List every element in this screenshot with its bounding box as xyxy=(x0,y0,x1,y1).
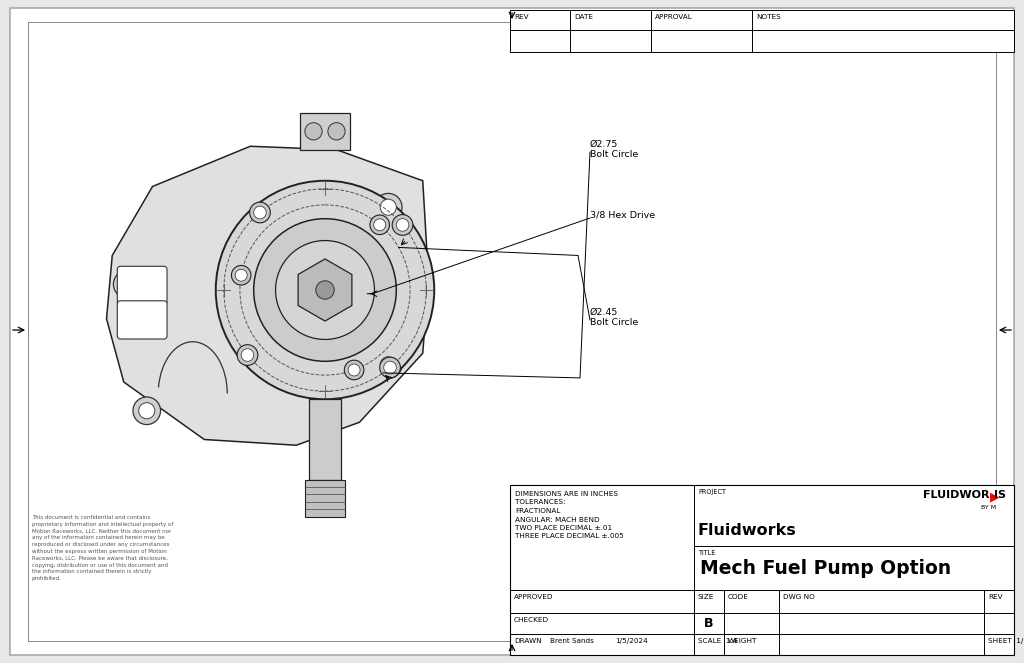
Circle shape xyxy=(328,123,345,140)
Circle shape xyxy=(254,206,266,219)
Circle shape xyxy=(231,265,251,285)
Text: APPROVAL: APPROVAL xyxy=(655,14,693,20)
FancyBboxPatch shape xyxy=(118,301,167,339)
Text: Fluidworks: Fluidworks xyxy=(698,523,797,538)
Circle shape xyxy=(370,215,389,235)
Bar xyxy=(300,113,350,150)
Bar xyxy=(510,485,1014,655)
Circle shape xyxy=(380,199,396,215)
Text: DRAWN: DRAWN xyxy=(514,638,542,644)
Bar xyxy=(305,480,344,516)
Text: TITLE: TITLE xyxy=(698,550,716,556)
Circle shape xyxy=(114,271,141,298)
Text: This document is confidential and contains
proprietary information and intellect: This document is confidential and contai… xyxy=(32,515,173,581)
Text: ▶: ▶ xyxy=(990,490,999,503)
Circle shape xyxy=(374,219,386,231)
Circle shape xyxy=(216,181,434,399)
Circle shape xyxy=(250,202,270,223)
Polygon shape xyxy=(106,147,428,446)
Circle shape xyxy=(275,241,375,339)
Text: 1/5/2024: 1/5/2024 xyxy=(615,638,648,644)
Circle shape xyxy=(375,194,402,221)
Text: SCALE  1:4: SCALE 1:4 xyxy=(698,638,737,644)
Circle shape xyxy=(119,276,135,292)
FancyBboxPatch shape xyxy=(118,267,167,304)
Polygon shape xyxy=(298,259,352,321)
Text: Ø2.75
Bolt Circle: Ø2.75 Bolt Circle xyxy=(590,140,638,159)
Circle shape xyxy=(254,219,396,361)
Text: REV: REV xyxy=(514,14,528,20)
Circle shape xyxy=(236,269,247,281)
Circle shape xyxy=(315,281,334,299)
Text: IS: IS xyxy=(994,490,1006,500)
Text: SIZE: SIZE xyxy=(698,595,715,601)
Text: CHECKED: CHECKED xyxy=(514,617,549,623)
Circle shape xyxy=(305,123,323,140)
Text: CODE: CODE xyxy=(728,595,749,601)
Text: REV: REV xyxy=(988,595,1002,601)
Text: Brent Sands: Brent Sands xyxy=(550,638,594,644)
Text: FLUIDWOR: FLUIDWOR xyxy=(924,490,990,500)
Circle shape xyxy=(241,349,254,361)
Bar xyxy=(510,10,1014,52)
Text: PROJECT: PROJECT xyxy=(698,489,726,495)
Circle shape xyxy=(375,351,402,379)
Text: 3/8 Hex Drive: 3/8 Hex Drive xyxy=(590,210,655,219)
Bar xyxy=(309,399,341,480)
Circle shape xyxy=(348,364,360,376)
Text: BY M: BY M xyxy=(981,505,996,510)
Circle shape xyxy=(133,397,161,424)
Text: NOTES: NOTES xyxy=(756,14,780,20)
Circle shape xyxy=(396,219,409,231)
Circle shape xyxy=(238,345,258,365)
Circle shape xyxy=(380,357,396,373)
Text: WEIGHT: WEIGHT xyxy=(728,638,758,644)
Circle shape xyxy=(138,402,155,419)
Text: SHEET  1/1: SHEET 1/1 xyxy=(988,638,1024,644)
Text: APPROVED: APPROVED xyxy=(514,595,554,601)
Text: Mech Fuel Pump Option: Mech Fuel Pump Option xyxy=(700,559,951,577)
Text: B: B xyxy=(705,617,714,630)
Text: DWG NO: DWG NO xyxy=(783,595,815,601)
Circle shape xyxy=(392,215,413,235)
Text: DIMENSIONS ARE IN INCHES
TOLERANCES:
FRACTIONAL
ANGULAR: MACH BEND
TWO PLACE DEC: DIMENSIONS ARE IN INCHES TOLERANCES: FRA… xyxy=(515,491,624,540)
Text: Ø2.45
Bolt Circle: Ø2.45 Bolt Circle xyxy=(590,308,638,328)
Text: DATE: DATE xyxy=(574,14,594,20)
Circle shape xyxy=(380,357,400,378)
Circle shape xyxy=(384,361,396,374)
Circle shape xyxy=(344,360,364,380)
